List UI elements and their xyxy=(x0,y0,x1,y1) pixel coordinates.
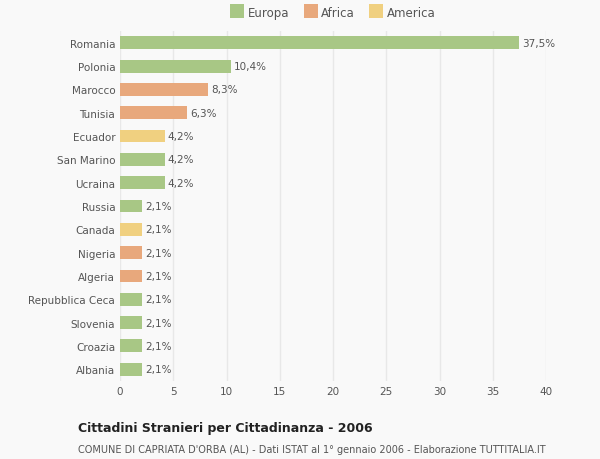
Bar xyxy=(120,37,520,50)
Text: Cittadini Stranieri per Cittadinanza - 2006: Cittadini Stranieri per Cittadinanza - 2… xyxy=(78,421,373,434)
Bar xyxy=(120,154,165,167)
Text: 2,1%: 2,1% xyxy=(146,248,172,258)
Bar xyxy=(120,293,142,306)
Bar xyxy=(120,270,142,283)
Bar xyxy=(120,130,165,143)
Bar xyxy=(120,224,142,236)
Bar xyxy=(120,363,142,376)
Text: 8,3%: 8,3% xyxy=(212,85,238,95)
Text: 2,1%: 2,1% xyxy=(146,341,172,351)
Text: 4,2%: 4,2% xyxy=(168,155,194,165)
Text: 2,1%: 2,1% xyxy=(146,364,172,375)
Text: 37,5%: 37,5% xyxy=(523,39,556,49)
Text: COMUNE DI CAPRIATA D'ORBA (AL) - Dati ISTAT al 1° gennaio 2006 - Elaborazione TU: COMUNE DI CAPRIATA D'ORBA (AL) - Dati IS… xyxy=(78,444,545,454)
Bar xyxy=(120,200,142,213)
Text: 4,2%: 4,2% xyxy=(168,178,194,188)
Text: 2,1%: 2,1% xyxy=(146,225,172,235)
Bar xyxy=(120,316,142,329)
Bar xyxy=(120,340,142,353)
Bar xyxy=(120,84,208,97)
Legend: Europa, Africa, America: Europa, Africa, America xyxy=(228,5,438,23)
Text: 2,1%: 2,1% xyxy=(146,271,172,281)
Text: 2,1%: 2,1% xyxy=(146,295,172,305)
Bar xyxy=(120,177,165,190)
Text: 10,4%: 10,4% xyxy=(234,62,267,72)
Text: 4,2%: 4,2% xyxy=(168,132,194,142)
Bar xyxy=(120,107,187,120)
Text: 2,1%: 2,1% xyxy=(146,318,172,328)
Text: 2,1%: 2,1% xyxy=(146,202,172,212)
Bar xyxy=(120,61,231,73)
Text: 6,3%: 6,3% xyxy=(190,108,217,118)
Bar xyxy=(120,246,142,259)
